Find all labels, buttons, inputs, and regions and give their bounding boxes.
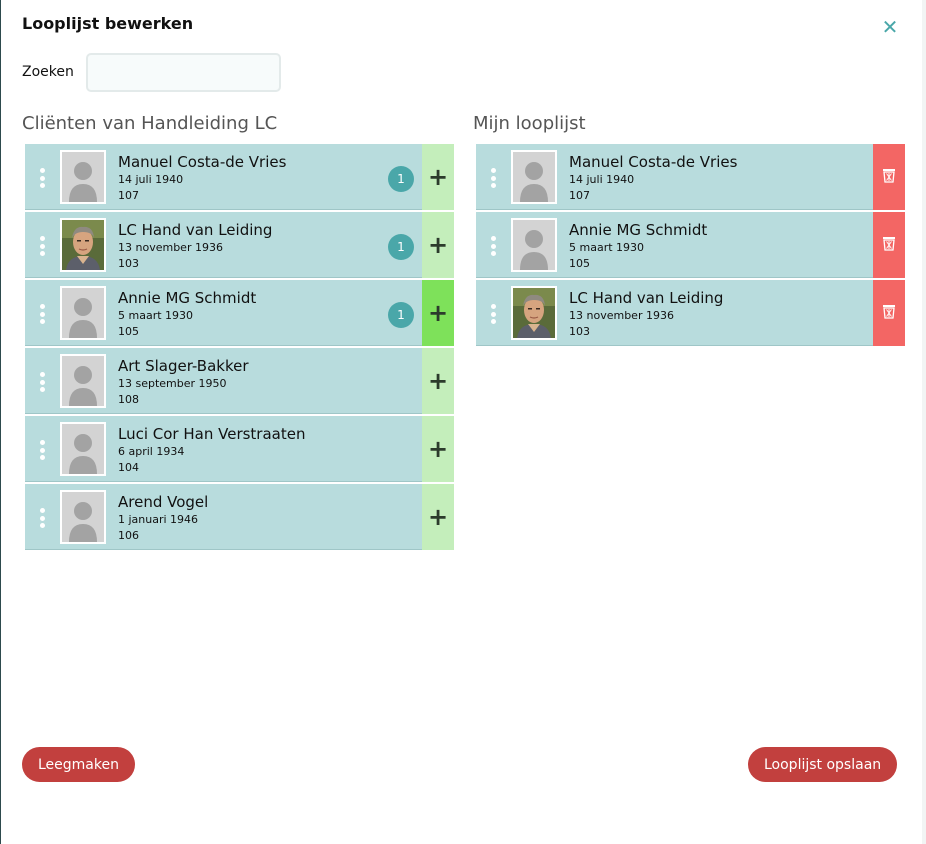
plus-icon: + <box>427 503 449 531</box>
plus-icon: + <box>427 299 449 327</box>
client-birthdate: 6 april 1934 <box>118 445 185 458</box>
client-birthdate: 14 juli 1940 <box>569 173 635 186</box>
client-name: Luci Cor Han Verstraaten <box>118 425 306 443</box>
client-name: Art Slager-Bakker <box>118 357 249 375</box>
trash-icon <box>881 303 897 323</box>
my-walklist: Manuel Costa-de Vries 14 juli 1940 107 Anni… <box>476 144 905 348</box>
avatar <box>511 150 557 204</box>
client-name: Annie MG Schmidt <box>118 289 257 307</box>
delete-button[interactable] <box>873 280 905 346</box>
delete-button[interactable] <box>873 212 905 278</box>
client-name: LC Hand van Leiding <box>118 221 273 239</box>
add-button[interactable]: + <box>422 348 454 414</box>
trash-icon <box>881 167 897 187</box>
delete-button[interactable] <box>873 144 905 210</box>
walklist-row[interactable]: Annie MG Schmidt 5 maart 1930 105 <box>476 212 905 278</box>
client-row[interactable]: Luci Cor Han Verstraaten 6 april 1934 104 + <box>25 416 454 482</box>
add-button[interactable]: + <box>422 484 454 550</box>
client-row[interactable]: LC Hand van Leiding 13 november 1936 103 1 + <box>25 212 454 278</box>
plus-icon: + <box>427 231 449 259</box>
avatar <box>511 286 557 340</box>
client-name: Arend Vogel <box>118 493 209 511</box>
drag-handle-icon[interactable] <box>39 168 45 188</box>
avatar <box>60 286 106 340</box>
add-button[interactable]: + <box>422 416 454 482</box>
drag-handle-icon[interactable] <box>39 440 45 460</box>
avatar <box>60 422 106 476</box>
drag-handle-icon[interactable] <box>39 372 45 392</box>
drag-handle-icon[interactable] <box>490 304 496 324</box>
client-name: Manuel Costa-de Vries <box>569 153 738 171</box>
clients-list-title: Cliënten van Handleiding LC <box>22 113 278 134</box>
plus-icon: + <box>427 367 449 395</box>
client-row[interactable]: Art Slager-Bakker 13 september 1950 108 + <box>25 348 454 414</box>
plus-icon: + <box>427 435 449 463</box>
client-name: LC Hand van Leiding <box>569 289 724 307</box>
client-name: Annie MG Schmidt <box>569 221 708 239</box>
walklist-row[interactable]: LC Hand van Leiding 13 november 1936 103 <box>476 280 905 346</box>
search-label: Zoeken <box>22 64 74 80</box>
client-room: 105 <box>569 257 590 270</box>
client-room: 105 <box>118 325 139 338</box>
avatar <box>511 218 557 272</box>
add-button[interactable]: + <box>422 212 454 278</box>
drag-handle-icon[interactable] <box>39 508 45 528</box>
trash-icon <box>881 235 897 255</box>
my-walklist-title: Mijn looplijst <box>473 113 586 134</box>
walklist-row[interactable]: Manuel Costa-de Vries 14 juli 1940 107 <box>476 144 905 210</box>
avatar <box>60 150 106 204</box>
client-birthdate: 5 maart 1930 <box>569 241 645 254</box>
client-birthdate: 13 november 1936 <box>569 309 674 322</box>
client-birthdate: 13 november 1936 <box>118 241 223 254</box>
client-room: 104 <box>118 461 139 474</box>
add-button[interactable]: + <box>422 144 454 210</box>
count-badge: 1 <box>388 166 414 192</box>
client-room: 108 <box>118 393 139 406</box>
client-row[interactable]: Annie MG Schmidt 5 maart 1930 105 1 + <box>25 280 454 346</box>
dialog-title: Looplijst bewerken <box>22 14 194 33</box>
add-button[interactable]: + <box>422 280 454 346</box>
client-room: 106 <box>118 529 139 542</box>
clear-button[interactable]: Leegmaken <box>22 747 135 782</box>
drag-handle-icon[interactable] <box>39 304 45 324</box>
avatar <box>60 490 106 544</box>
client-birthdate: 13 september 1950 <box>118 377 227 390</box>
client-room: 103 <box>118 257 139 270</box>
client-name: Manuel Costa-de Vries <box>118 153 287 171</box>
drag-handle-icon[interactable] <box>39 236 45 256</box>
count-badge: 1 <box>388 234 414 260</box>
client-room: 103 <box>569 325 590 338</box>
clients-list: Manuel Costa-de Vries 14 juli 1940 107 1 + LC… <box>25 144 454 552</box>
avatar <box>60 218 106 272</box>
search-input[interactable] <box>86 53 281 92</box>
avatar <box>60 354 106 408</box>
client-row[interactable]: Manuel Costa-de Vries 14 juli 1940 107 1 + <box>25 144 454 210</box>
client-birthdate: 14 juli 1940 <box>118 173 184 186</box>
drag-handle-icon[interactable] <box>490 168 496 188</box>
plus-icon: + <box>427 163 449 191</box>
client-birthdate: 5 maart 1930 <box>118 309 194 322</box>
client-birthdate: 1 januari 1946 <box>118 513 199 526</box>
client-room: 107 <box>569 189 590 202</box>
client-room: 107 <box>118 189 139 202</box>
drag-handle-icon[interactable] <box>490 236 496 256</box>
save-walklist-button[interactable]: Looplijst opslaan <box>748 747 898 782</box>
client-row[interactable]: Arend Vogel 1 januari 1946 106 + <box>25 484 454 550</box>
close-icon[interactable]: ✕ <box>881 15 899 39</box>
count-badge: 1 <box>388 302 414 328</box>
